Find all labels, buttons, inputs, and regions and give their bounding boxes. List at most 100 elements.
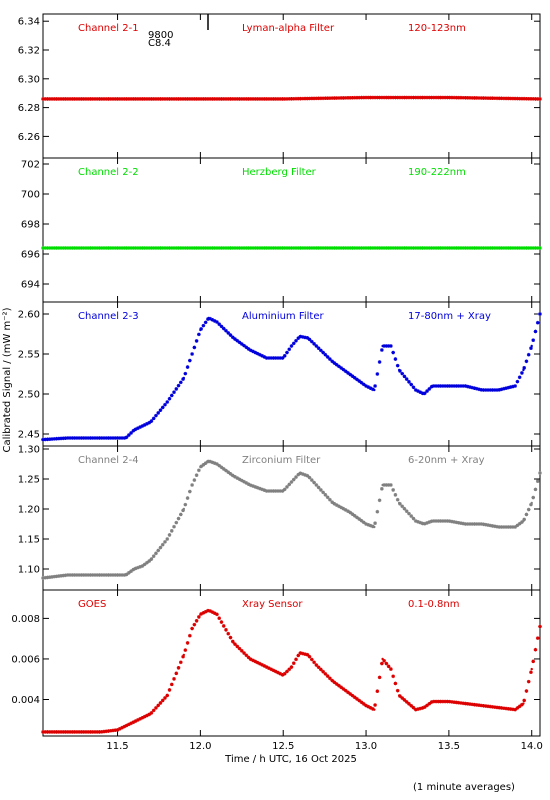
data-point: [99, 730, 103, 734]
data-point: [232, 474, 235, 478]
data-point: [248, 483, 252, 487]
data-point: [431, 519, 434, 523]
data-point: [538, 312, 542, 316]
data-point: [538, 625, 542, 628]
y-tick-label: 6.34: [18, 17, 40, 28]
data-point: [422, 392, 426, 396]
data-point: [389, 483, 393, 487]
data-point: [306, 653, 310, 657]
data-point: [83, 573, 86, 577]
data-point: [83, 436, 86, 440]
y-tick-label: 6.26: [18, 132, 40, 143]
data-point: [348, 692, 351, 695]
data-point: [124, 573, 128, 577]
data-point: [364, 96, 368, 99]
data-point: [265, 489, 268, 493]
data-point: [232, 336, 235, 340]
data-point: [315, 344, 318, 348]
data-point: [215, 613, 219, 616]
x-tick-label: 11.5: [106, 741, 128, 752]
series-points: [41, 459, 542, 580]
data-point: [141, 716, 144, 719]
data-point: [373, 525, 376, 529]
data-point: [431, 384, 434, 388]
data-point: [248, 348, 252, 352]
x-tick-label: 13.0: [355, 741, 377, 752]
panel-frame: [42, 301, 541, 447]
data-point: [141, 424, 144, 428]
y-tick-label: 2.50: [18, 390, 40, 401]
data-point: [538, 471, 542, 475]
panel-label-3: 190-222nm: [408, 167, 466, 178]
averages-note: (1 minute averages): [413, 782, 515, 793]
y-tick-label: 700: [21, 190, 40, 201]
data-point: [207, 609, 210, 612]
data-point: [41, 97, 45, 101]
data-point: [464, 384, 467, 388]
data-point: [190, 627, 194, 630]
data-point: [522, 368, 525, 372]
panel-frame: [42, 157, 541, 303]
data-point: [331, 501, 335, 505]
data-point: [497, 388, 500, 392]
data-point: [116, 97, 119, 101]
data-point: [116, 728, 119, 732]
data-point: [381, 657, 384, 661]
data-point: [447, 96, 451, 99]
data-point: [530, 667, 533, 671]
data-point: [290, 480, 293, 484]
data-point: [282, 673, 285, 677]
panel-label-1: Channel 2-4: [78, 455, 139, 466]
data-point: [124, 436, 128, 440]
panel-label-1: Channel 2-3: [78, 311, 139, 322]
data-point: [99, 436, 103, 440]
series-markers: [41, 459, 542, 580]
data-point: [166, 694, 169, 697]
panel-label-1: GOES: [78, 599, 106, 610]
data-point: [538, 246, 542, 250]
y-tick-label: 698: [21, 220, 40, 231]
data-point: [265, 356, 268, 360]
panel-label-2: Aluminium Filter: [242, 311, 325, 322]
data-point: [497, 525, 500, 529]
data-point: [422, 706, 426, 709]
data-point: [497, 706, 500, 709]
y-tick-label: 1.20: [18, 505, 40, 516]
data-point: [397, 694, 401, 697]
data-point: [381, 344, 384, 348]
data-point: [364, 522, 368, 526]
data-point: [182, 507, 186, 511]
data-point: [348, 510, 351, 514]
data-point: [207, 316, 210, 320]
panel-label-1: Channel 2-1: [78, 23, 139, 34]
x-axis-title: Time / h UTC, 16 Oct 2025: [224, 754, 357, 765]
series-markers: [41, 312, 542, 442]
panel-1: 6.26 6.28 6.30 6.32 6.34 Channel 2-1 Lyman-alp…: [18, 13, 542, 159]
data-point: [464, 522, 467, 526]
panel-label-3: 120-123nm: [408, 23, 466, 34]
data-point: [348, 372, 351, 376]
data-point: [538, 97, 542, 101]
data-point: [182, 376, 186, 380]
data-point: [166, 400, 169, 404]
data-point: [364, 384, 368, 388]
data-point: [83, 730, 86, 734]
data-point: [41, 730, 45, 734]
data-point: [447, 246, 451, 250]
data-point: [207, 459, 210, 463]
data-point: [530, 344, 533, 348]
series-points: [41, 246, 542, 250]
series-points: [41, 312, 542, 442]
data-point: [298, 335, 301, 338]
y-tick-label: 0.004: [11, 695, 40, 706]
data-point: [132, 567, 136, 571]
data-point: [373, 388, 376, 392]
series-markers: [41, 95, 542, 101]
series-points: [41, 608, 542, 734]
data-point: [132, 720, 136, 724]
data-point: [190, 483, 194, 487]
data-point: [199, 328, 202, 332]
data-point: [315, 483, 318, 487]
y-tick-label: 0.008: [11, 614, 40, 625]
data-point: [397, 368, 401, 372]
